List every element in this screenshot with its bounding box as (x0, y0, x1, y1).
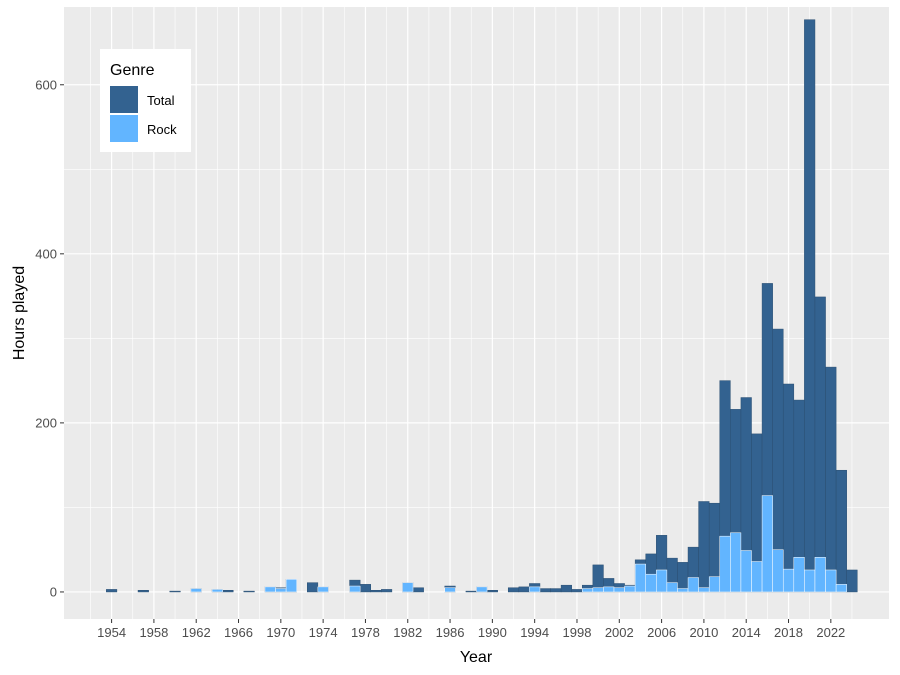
total-bar (412, 587, 424, 593)
rock-bar (317, 586, 329, 593)
total-bar (137, 590, 149, 593)
total-bar (518, 586, 530, 593)
total-bar (539, 588, 551, 593)
rock-bar (698, 587, 710, 593)
rock-bar (825, 569, 837, 593)
total-bar (307, 582, 319, 593)
rock-bar (190, 588, 202, 593)
rock-bar (285, 579, 297, 593)
total-bar (507, 587, 520, 593)
rock-bar (793, 557, 805, 593)
total-bar (550, 588, 562, 593)
total-bar (169, 590, 181, 593)
rock-bar (634, 563, 646, 593)
y-tick-label: 0 (50, 584, 57, 599)
x-tick-label: 1994 (520, 625, 549, 640)
total-series (106, 19, 858, 593)
total-bar (782, 383, 795, 593)
total-bar (465, 590, 477, 593)
rock-bar (677, 588, 689, 593)
total-bar (698, 501, 710, 593)
legend-key-total (110, 86, 138, 113)
rock-bar (402, 582, 414, 593)
rock-bar (592, 587, 604, 593)
rock-bar (603, 586, 615, 593)
total-bar (677, 562, 689, 593)
rock-bar (730, 532, 742, 593)
x-tick-label: 2014 (732, 625, 761, 640)
total-bar (814, 296, 826, 593)
x-tick-label: 1962 (182, 625, 211, 640)
rock-bar (804, 569, 816, 593)
x-tick-label: 1982 (393, 625, 422, 640)
rock-series (190, 495, 847, 593)
rock-bar (751, 561, 763, 593)
total-bar (222, 590, 234, 593)
y-axis-title: Hours played (11, 266, 28, 360)
total-bar (846, 569, 858, 593)
rock-bar (645, 573, 657, 593)
rock-bar (687, 577, 699, 593)
x-tick-label: 2006 (647, 625, 676, 640)
rock-bar (740, 550, 752, 593)
y-tick-label: 400 (35, 246, 57, 261)
x-tick-label: 1954 (97, 625, 126, 640)
x-tick-label: 1978 (351, 625, 380, 640)
x-tick-label: 2002 (605, 625, 634, 640)
total-bar (243, 590, 255, 593)
rock-bar (349, 585, 361, 593)
total-bar (370, 590, 382, 593)
x-tick-label: 2022 (816, 625, 845, 640)
y-tick-label: 600 (35, 77, 57, 92)
x-tick-label: 1986 (436, 625, 465, 640)
total-bar (804, 19, 816, 593)
x-tick-label: 1998 (563, 625, 592, 640)
rock-bar (211, 589, 223, 593)
x-tick-label: 1974 (309, 625, 338, 640)
legend-key-rock (110, 115, 138, 142)
legend-label-rock: Rock (147, 122, 177, 137)
rock-bar (444, 587, 456, 593)
x-axis: 1954 1958 1962 1966 1970 1974 1978 1982 1986 1990… (97, 619, 845, 640)
y-tick-label: 200 (35, 415, 57, 430)
rock-bar (814, 557, 826, 593)
rock-bar (719, 535, 731, 593)
total-bar (359, 584, 371, 593)
legend-label-total: Total (147, 93, 175, 108)
rock-bar (582, 588, 594, 593)
x-tick-label: 1970 (266, 625, 295, 640)
rock-bar (624, 585, 636, 593)
total-bar (835, 469, 847, 593)
rock-bar (275, 588, 287, 593)
x-tick-label: 1966 (224, 625, 253, 640)
rock-bar (264, 586, 276, 593)
rock-bar (782, 568, 795, 593)
x-tick-label: 1958 (139, 625, 168, 640)
x-tick-label: 1990 (478, 625, 507, 640)
total-bar (571, 589, 583, 593)
legend-title: Genre (110, 62, 155, 79)
x-tick-label: 2018 (774, 625, 803, 640)
total-bar (381, 589, 393, 593)
y-axis: 0 200 400 600 (35, 77, 64, 599)
rock-bar (613, 587, 625, 593)
rock-bar (529, 586, 541, 593)
rock-bar (761, 495, 773, 593)
rock-bar (476, 586, 488, 593)
rock-bar (666, 582, 678, 593)
total-bar (486, 590, 498, 593)
rock-bar (835, 584, 847, 593)
x-axis-title: Year (460, 649, 493, 666)
legend: Genre Total Rock (100, 49, 191, 152)
total-bar (560, 584, 572, 593)
rock-bar (656, 569, 668, 593)
x-tick-label: 2010 (689, 625, 718, 640)
rock-bar (772, 549, 784, 593)
rock-bar (708, 576, 721, 593)
total-bar (825, 366, 837, 593)
total-bar (106, 589, 118, 593)
